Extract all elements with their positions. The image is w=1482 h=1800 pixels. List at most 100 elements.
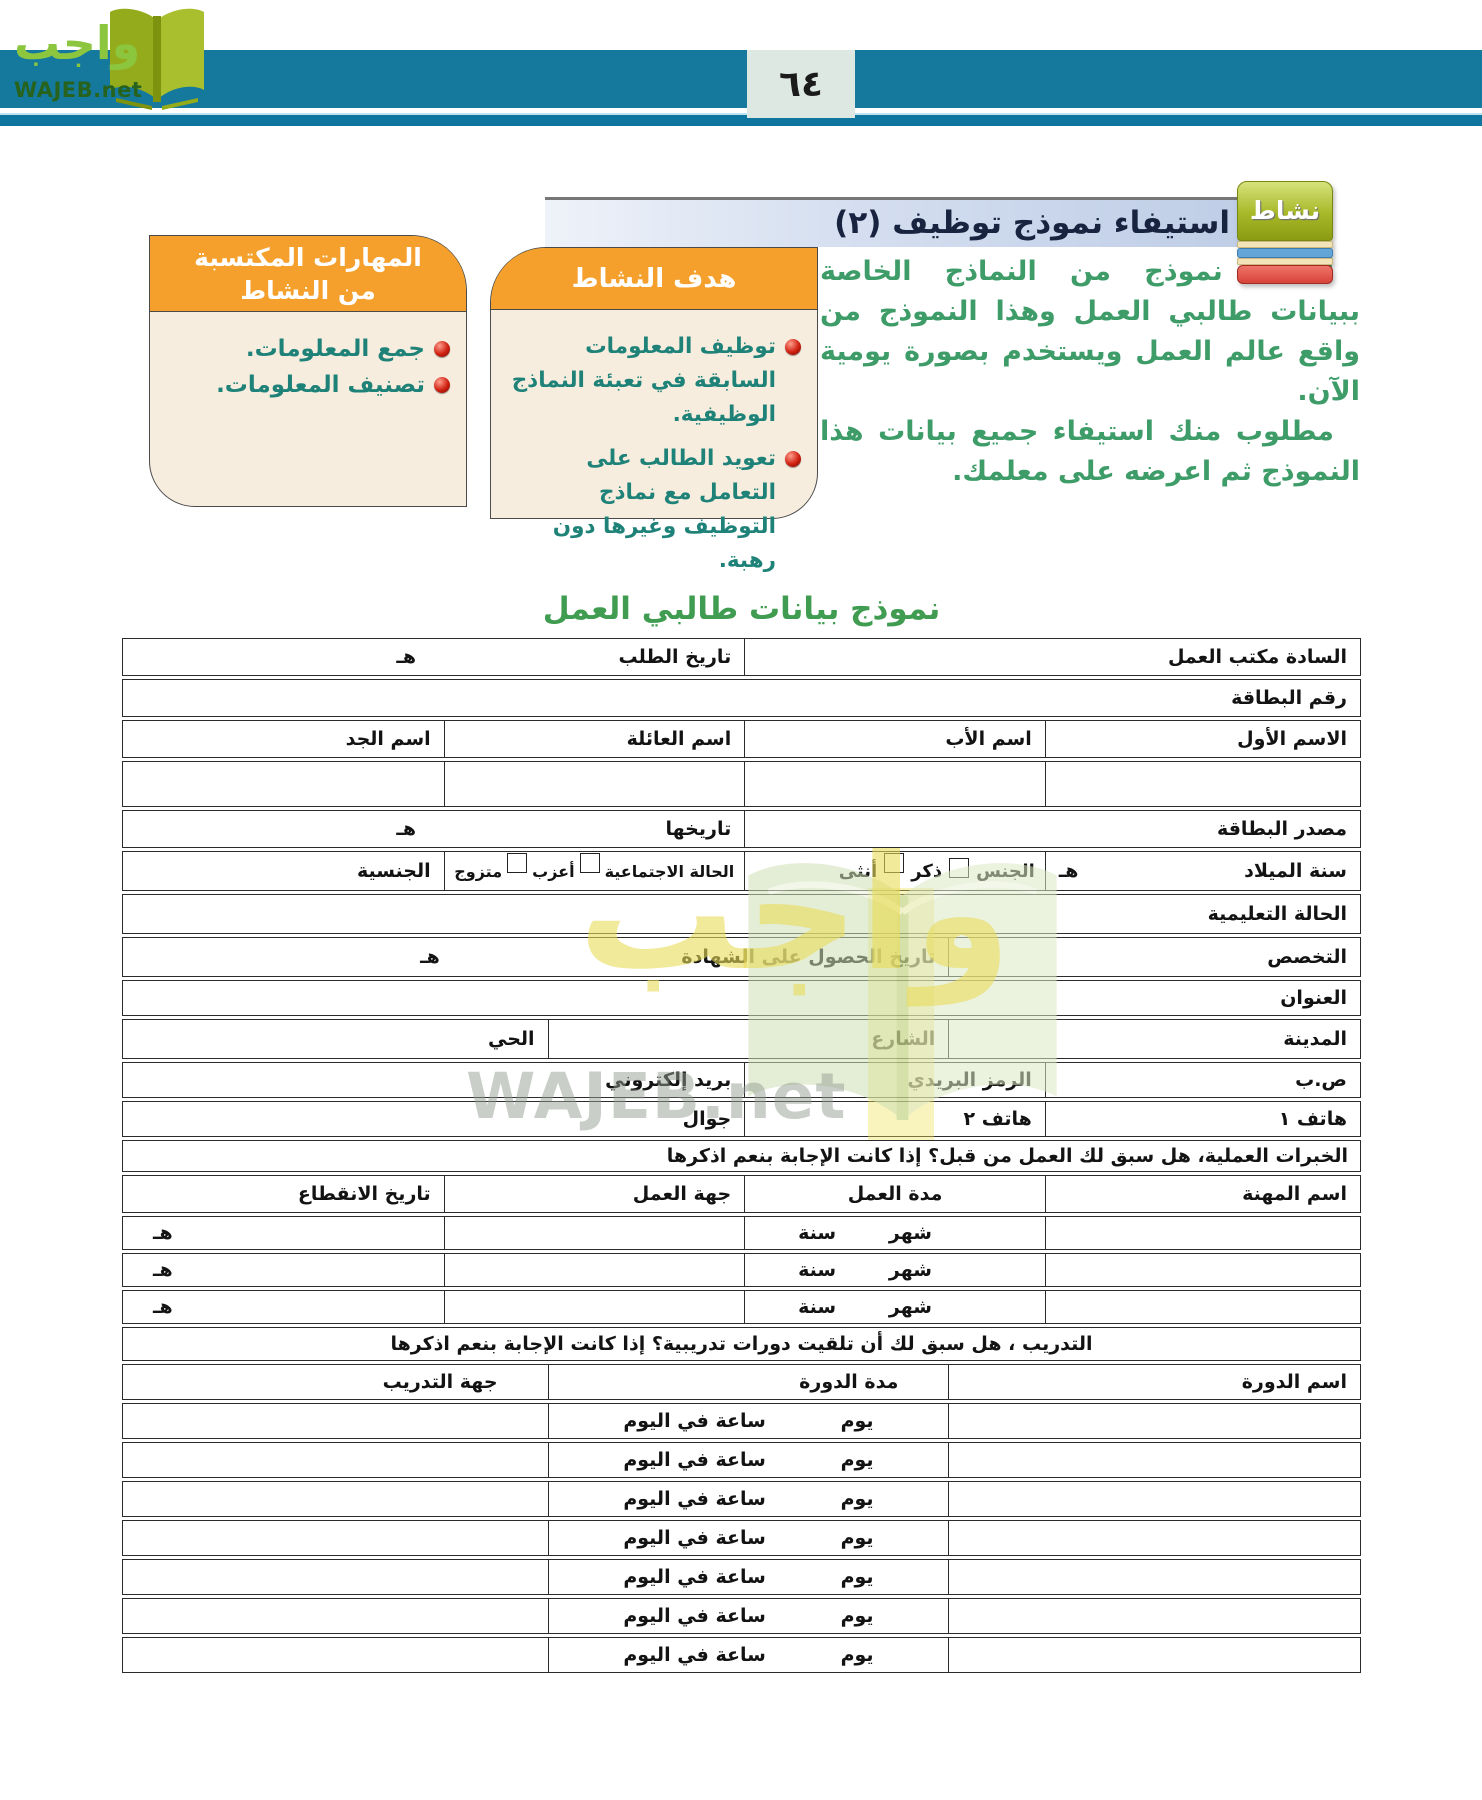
course-name-field[interactable] — [949, 1482, 1360, 1516]
course-duration-field[interactable]: يوم ساعة في اليوم — [549, 1521, 950, 1555]
card-number-cell[interactable]: رقم البطاقة — [123, 680, 1360, 716]
red-bullet-icon — [434, 341, 450, 357]
end-date-field[interactable]: هـ — [123, 1217, 445, 1249]
goal-box: هدف النشاط توظيف المعلومات السابقة في تع… — [490, 247, 818, 573]
row-names-header: الاسم الأول اسم الأب اسم العائلة اسم الج… — [122, 720, 1361, 758]
specialization-cell[interactable]: التخصص — [949, 938, 1360, 976]
trainer-field[interactable] — [123, 1638, 549, 1672]
request-date-cell[interactable]: تاريخ الطلب هـ — [123, 639, 746, 675]
course-duration-field[interactable]: يوم ساعة في اليوم — [549, 1482, 950, 1516]
card-number-label: رقم البطاقة — [1231, 687, 1347, 709]
father-name-cell: اسم الأب — [745, 721, 1046, 757]
first-name-field[interactable] — [1046, 762, 1360, 806]
job-name-field[interactable] — [1046, 1291, 1360, 1323]
row-address: العنوان — [122, 980, 1361, 1016]
family-name-field[interactable] — [445, 762, 746, 806]
phone2-label: هاتف ٢ — [963, 1108, 1032, 1130]
watermark-latin: WAJEB.net — [466, 1060, 847, 1133]
trainer-field[interactable] — [123, 1521, 549, 1555]
course-duration-field[interactable]: يوم ساعة في اليوم — [549, 1560, 950, 1594]
address-cell[interactable]: العنوان — [123, 981, 1360, 1015]
employer-field[interactable] — [445, 1217, 746, 1249]
po-box-cell[interactable]: ص.ب — [1046, 1063, 1360, 1097]
course-duration-label: مدة الدورة — [799, 1371, 899, 1393]
skill-item: تصنيف المعلومات. — [162, 368, 450, 402]
training-question-cell: التدريب ، هل سبق لك أن تلقيت دورات تدريب… — [123, 1328, 1360, 1360]
book-pages-icon — [1237, 258, 1333, 265]
brand-name: واجب — [14, 16, 141, 70]
course-duration-field[interactable]: يوم ساعة في اليوم — [549, 1443, 950, 1477]
row-course-entry: يوم ساعة في اليوم — [122, 1637, 1361, 1673]
job-duration-label: مدة العمل — [847, 1183, 943, 1205]
email-cell[interactable]: بريد إلكتروني — [123, 1063, 746, 1097]
grandfather-name-field[interactable] — [123, 762, 445, 806]
activity-title: استيفاء نموذج توظيف (٢) — [834, 205, 1230, 241]
phone1-cell[interactable]: هاتف ١ — [1046, 1102, 1360, 1136]
course-name-field[interactable] — [949, 1560, 1360, 1594]
phone2-cell[interactable]: هاتف ٢ — [745, 1102, 1046, 1136]
course-name-field[interactable] — [949, 1404, 1360, 1438]
day-label: يوم — [840, 1410, 874, 1432]
course-duration-field[interactable]: يوم ساعة في اليوم — [549, 1404, 950, 1438]
district-cell[interactable]: الحي — [123, 1020, 549, 1058]
card-source-cell[interactable]: مصدر البطاقة — [745, 811, 1360, 847]
row-experience-question: الخبرات العملية، هل سبق لك العمل من قبل؟… — [122, 1140, 1361, 1172]
mobile-cell[interactable]: جوال — [123, 1102, 746, 1136]
trainer-field[interactable] — [123, 1482, 549, 1516]
day-label: يوم — [840, 1449, 874, 1471]
course-duration-field[interactable]: يوم ساعة في اليوم — [549, 1638, 950, 1672]
employer-field[interactable] — [445, 1291, 746, 1323]
trainer-header-cell: جهة التدريب — [123, 1365, 549, 1399]
job-duration-field[interactable]: شهر سنة — [745, 1291, 1046, 1323]
city-label: المدينة — [1283, 1028, 1347, 1050]
form-title: نموذج بيانات طالبي العمل — [542, 591, 941, 627]
birth-year-cell[interactable]: سنة الميلاد هـ — [1046, 852, 1360, 890]
card-source-label: مصدر البطاقة — [1216, 818, 1347, 840]
trainer-field[interactable] — [123, 1599, 549, 1633]
office-cell[interactable]: السادة مكتب العمل — [745, 639, 1360, 675]
father-name-field[interactable] — [745, 762, 1046, 806]
single-label: أعزب — [532, 861, 575, 881]
single-checkbox[interactable] — [579, 853, 600, 873]
education-status-label: الحالة التعليمية — [1207, 903, 1347, 925]
row-courses-header: اسم الدورة مدة الدورة جهة التدريب — [122, 1364, 1361, 1400]
nationality-cell[interactable]: الجنسية — [123, 852, 445, 890]
trainer-field[interactable] — [123, 1404, 549, 1438]
job-name-field[interactable] — [1046, 1217, 1360, 1249]
course-duration-header-cell: مدة الدورة — [549, 1365, 950, 1399]
hours-per-day-label: ساعة في اليوم — [623, 1605, 766, 1627]
employer-field[interactable] — [445, 1254, 746, 1286]
end-date-label: تاريخ الانقطاع — [297, 1183, 431, 1205]
red-book-icon — [1237, 265, 1333, 284]
education-status-cell[interactable]: الحالة التعليمية — [123, 895, 1360, 933]
job-name-field[interactable] — [1046, 1254, 1360, 1286]
job-duration-field[interactable]: شهر سنة — [745, 1217, 1046, 1249]
book-pages-icon — [1237, 241, 1333, 248]
course-name-field[interactable] — [949, 1521, 1360, 1555]
first-name-label: الاسم الأول — [1237, 728, 1347, 750]
hours-per-day-label: ساعة في اليوم — [623, 1566, 766, 1588]
goal-item: توظيف المعلومات السابقة في تعبئة النماذج… — [503, 330, 801, 432]
skill-item: جمع المعلومات. — [162, 332, 450, 366]
trainer-field[interactable] — [123, 1560, 549, 1594]
married-checkbox[interactable] — [507, 853, 528, 873]
row-job-entry: شهر سنة هـ — [122, 1290, 1361, 1324]
female-checkbox[interactable] — [884, 853, 905, 873]
card-date-cell[interactable]: تاريخها هـ — [123, 811, 746, 847]
year-label: سنة — [798, 1222, 837, 1244]
job-name-header-cell: اسم المهنة — [1046, 1176, 1360, 1212]
hours-per-day-label: ساعة في اليوم — [623, 1449, 766, 1471]
trainer-field[interactable] — [123, 1443, 549, 1477]
job-duration-field[interactable]: شهر سنة — [745, 1254, 1046, 1286]
end-date-field[interactable]: هـ — [123, 1254, 445, 1286]
end-date-field[interactable]: هـ — [123, 1291, 445, 1323]
course-name-field[interactable] — [949, 1638, 1360, 1672]
marital-status-label: الحالة الاجتماعية — [604, 861, 735, 881]
row-course-entry: يوم ساعة في اليوم — [122, 1559, 1361, 1595]
course-name-field[interactable] — [949, 1599, 1360, 1633]
father-name-label: اسم الأب — [945, 728, 1032, 750]
hijri-marker: هـ — [396, 646, 417, 668]
city-cell[interactable]: المدينة — [949, 1020, 1360, 1058]
course-duration-field[interactable]: يوم ساعة في اليوم — [549, 1599, 950, 1633]
course-name-field[interactable] — [949, 1443, 1360, 1477]
